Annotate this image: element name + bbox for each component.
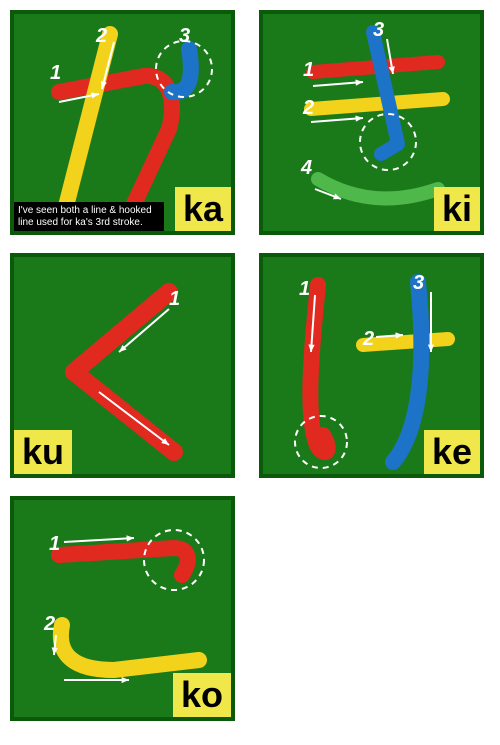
card-ke: 1 2 3 ke (259, 253, 484, 478)
stroke (74, 292, 174, 452)
stroke-number: 1 (299, 278, 310, 300)
stroke (61, 625, 199, 670)
stroke-number: 2 (362, 328, 374, 350)
stroke-number: 3 (179, 25, 190, 47)
direction-arrow (64, 677, 129, 683)
direction-arrow (64, 535, 134, 542)
stroke-number: 1 (303, 59, 314, 81)
card-ka: 1 2 3 ka I've seen both a line & hooked line… (10, 10, 235, 235)
direction-arrow (311, 115, 363, 122)
stroke-number: 2 (43, 613, 55, 635)
card-ku: 1 ku (10, 253, 235, 478)
syllable-label: ko (173, 673, 231, 717)
hiragana-grid: 1 2 3 ka I've seen both a line & hooked line… (10, 10, 490, 721)
syllable-label: ku (14, 430, 72, 474)
stroke-number: 1 (49, 533, 60, 555)
stroke-number: 3 (413, 272, 424, 294)
stroke-number: 2 (302, 97, 314, 119)
stroke (373, 32, 398, 154)
direction-arrow (313, 79, 363, 86)
card-ko: 1 2 ko (10, 496, 235, 721)
stroke (363, 339, 448, 345)
stroke (64, 34, 110, 214)
syllable-label: ke (424, 430, 480, 474)
direction-arrow (99, 392, 169, 445)
stroke-number: 3 (373, 19, 384, 41)
stroke (59, 548, 188, 575)
stroke (172, 49, 191, 92)
stroke-number: 1 (50, 62, 61, 84)
card-ki: 1 2 3 4 ki (259, 10, 484, 235)
syllable-label: ka (175, 187, 231, 231)
stroke (393, 282, 421, 462)
stroke-number: 2 (95, 25, 107, 47)
syllable-label: ki (434, 187, 480, 231)
stroke (311, 99, 443, 109)
stroke-note: I've seen both a line & hooked line used… (14, 202, 164, 231)
stroke-number: 4 (300, 157, 312, 179)
stroke-number: 1 (169, 288, 180, 310)
